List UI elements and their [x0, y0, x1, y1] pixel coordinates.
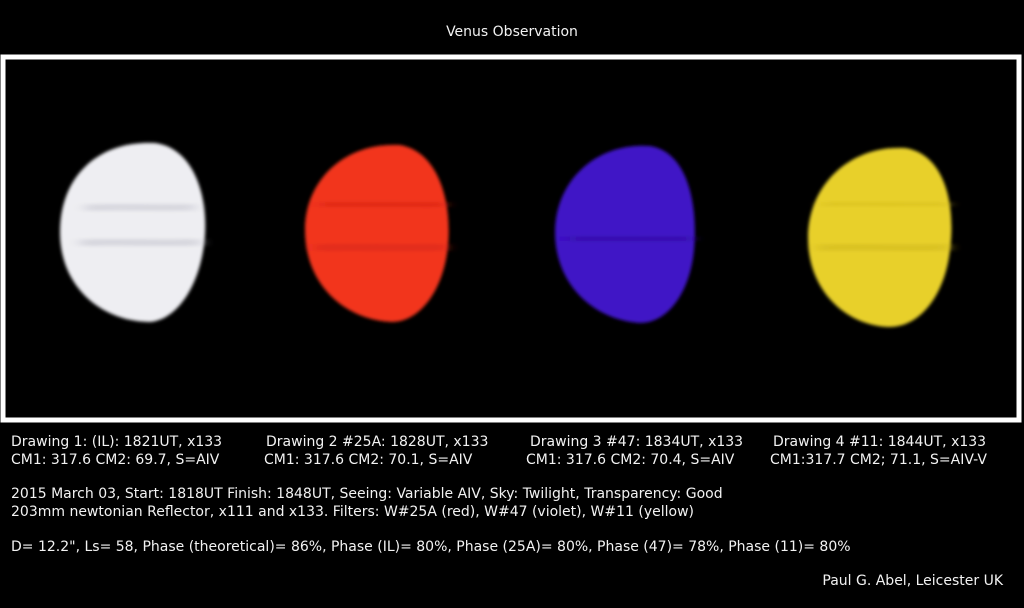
drawing-details: CM1: 317.6 CM2: 69.7, S=AIV — [11, 452, 220, 468]
observation-note: D= 12.2", Ls= 58, Phase (theoretical)= 8… — [11, 539, 851, 555]
drawing-details: CM1:317.7 CM2; 71.1, S=AIV-V — [770, 452, 987, 468]
venus-drawing-4 — [808, 147, 952, 328]
drawing-caption: Drawing 1: (IL): 1821UT, x133 — [11, 434, 222, 450]
drawing-caption: Drawing 2 #25A: 1828UT, x133 — [266, 434, 488, 450]
venus-drawing-1 — [60, 142, 206, 322]
drawing-details: CM1: 317.6 CM2: 70.4, S=AIV — [526, 452, 735, 468]
venus-drawing-3 — [555, 145, 695, 323]
title: Venus Observation — [446, 24, 578, 40]
drawing-details: CM1: 317.6 CM2: 70.1, S=AIV — [264, 452, 473, 468]
drawing-caption: Drawing 4 #11: 1844UT, x133 — [773, 434, 986, 450]
credit: Paul G. Abel, Leicester UK — [822, 573, 1003, 589]
venus-drawing-2 — [305, 144, 449, 322]
observation-note: 2015 March 03, Start: 1818UT Finish: 184… — [11, 486, 723, 502]
observation-note: 203mm newtonian Reflector, x111 and x133… — [11, 504, 694, 520]
drawing-caption: Drawing 3 #47: 1834UT, x133 — [530, 434, 743, 450]
